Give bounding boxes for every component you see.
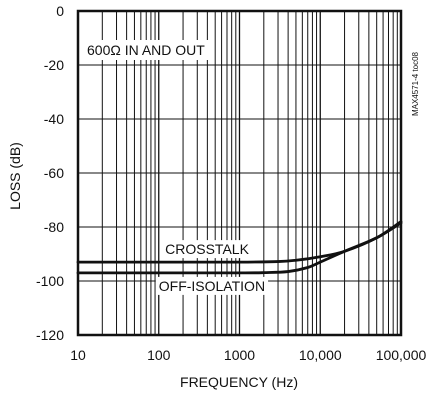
condition-annotation-background xyxy=(83,40,210,60)
figure-code-label-background xyxy=(410,50,421,118)
y-tick-label: -40 xyxy=(44,111,64,127)
series-layer xyxy=(76,220,403,275)
figure-code-label: MAX4571-4 toc08 xyxy=(411,51,420,116)
x-axis-title: FREQUENCY (Hz) xyxy=(180,374,298,390)
y-axis-title: LOSS (dB) xyxy=(7,142,23,210)
series-line-off-isolation xyxy=(76,221,403,275)
x-tick-label: 100,000 xyxy=(376,347,427,363)
series-label-background xyxy=(162,240,253,259)
condition-annotation: 600Ω IN AND OUT xyxy=(87,42,205,58)
series-label-background xyxy=(155,276,269,295)
tick-layer: 10 100 1000 10,000 100,000 0 -20 -40 -60 -80 -100 -… xyxy=(36,3,427,363)
plot-frame xyxy=(76,9,403,337)
y-tick-label: -80 xyxy=(44,219,64,235)
y-tick-label: -120 xyxy=(36,327,64,343)
x-tick-label: 100 xyxy=(147,347,171,363)
series-label-crosstalk: CROSSTALK xyxy=(165,241,249,257)
x-tick-label: 1000 xyxy=(224,347,255,363)
y-tick-label: -60 xyxy=(44,165,64,181)
x-tick-label: 10,000 xyxy=(299,347,342,363)
x-tick-label: 10 xyxy=(70,347,86,363)
y-tick-label: 0 xyxy=(56,3,64,19)
y-tick-label: -100 xyxy=(36,273,64,289)
label-layer: CROSSTALK OFF-ISOLATION xyxy=(155,240,269,295)
series-label-off-isolation: OFF-ISOLATION xyxy=(159,278,265,294)
y-tick-label: -20 xyxy=(44,57,64,73)
